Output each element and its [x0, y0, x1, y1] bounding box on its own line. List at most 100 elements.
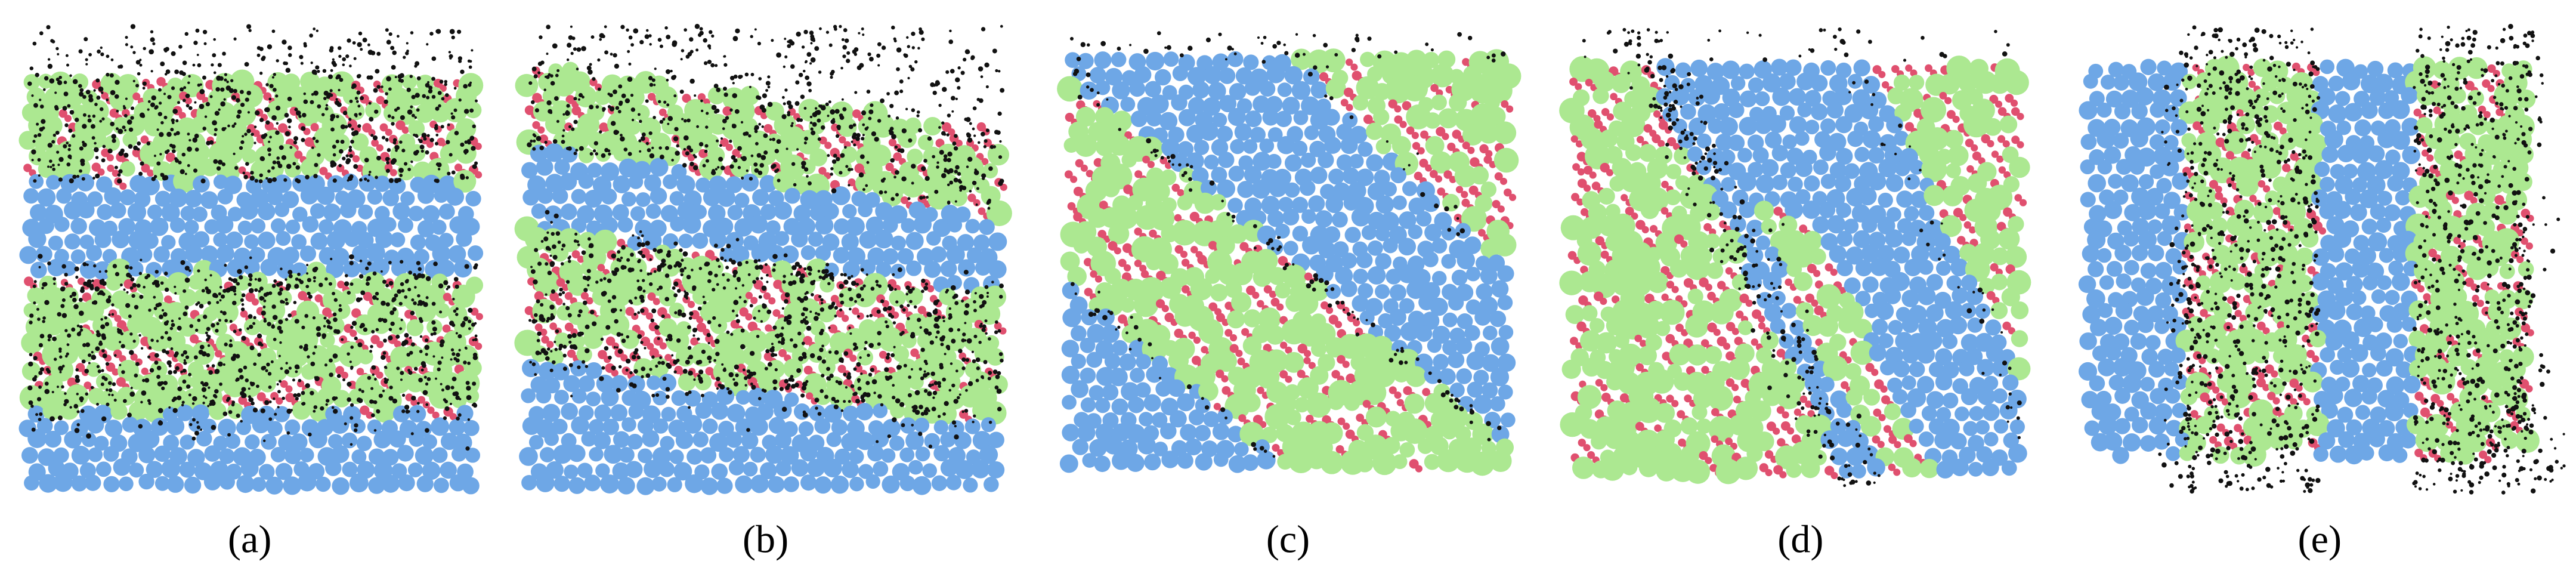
debris: [528, 319, 531, 322]
debris: [702, 295, 705, 298]
debris: [188, 75, 191, 78]
particle: [881, 448, 896, 463]
debris: [285, 67, 290, 73]
debris: [216, 322, 219, 326]
debris: [312, 267, 317, 273]
particle: [143, 400, 166, 423]
debris: [916, 110, 920, 114]
debris: [332, 58, 335, 61]
debris: [32, 377, 37, 382]
debris: [585, 324, 590, 329]
debris: [265, 83, 269, 87]
debris: [273, 88, 277, 92]
particle: [215, 215, 234, 234]
debris: [694, 328, 698, 331]
debris: [159, 132, 164, 137]
debris: [229, 339, 233, 343]
particle: [284, 446, 302, 465]
particle: [368, 477, 385, 494]
debris: [613, 308, 617, 312]
debris: [932, 155, 935, 159]
particle: [391, 463, 407, 479]
debris: [571, 333, 577, 338]
debris: [333, 317, 338, 322]
debris: [899, 402, 905, 408]
particle: [104, 135, 120, 152]
debris: [224, 264, 227, 267]
debris: [130, 277, 135, 282]
debris: [342, 63, 345, 66]
debris: [254, 288, 258, 292]
particle: [465, 448, 481, 463]
debris: [628, 62, 632, 66]
debris: [718, 265, 721, 269]
debris: [601, 366, 605, 370]
particle: [600, 474, 619, 493]
particle: [173, 169, 196, 193]
debris: [57, 415, 63, 421]
debris: [723, 92, 728, 97]
particle: [36, 418, 53, 434]
debris: [202, 75, 206, 80]
debris: [72, 174, 77, 179]
particle: [258, 464, 275, 480]
particle: [270, 447, 286, 462]
debris: [259, 295, 264, 301]
debris: [359, 178, 363, 182]
debris: [118, 169, 123, 174]
debris: [196, 421, 199, 424]
debris: [566, 104, 570, 108]
debris: [868, 109, 874, 115]
particle: [86, 416, 104, 434]
debris: [159, 420, 162, 423]
particle: [146, 461, 163, 479]
debris: [52, 337, 57, 341]
debris: [357, 342, 363, 347]
debris: [618, 365, 622, 369]
debris: [948, 41, 952, 44]
debris: [248, 273, 253, 278]
debris: [884, 190, 887, 194]
debris: [381, 135, 386, 140]
debris: [390, 159, 396, 165]
debris: [329, 358, 333, 363]
debris: [684, 28, 687, 32]
particle: [365, 102, 382, 119]
debris: [876, 53, 881, 58]
debris: [665, 338, 669, 341]
debris: [673, 136, 679, 141]
debris: [63, 403, 67, 406]
debris: [546, 231, 549, 235]
debris: [259, 118, 264, 122]
debris: [401, 149, 406, 153]
debris: [812, 279, 816, 283]
debris: [424, 338, 429, 343]
particle: [933, 445, 950, 462]
particle: [310, 203, 326, 219]
debris: [474, 322, 477, 325]
debris: [571, 127, 575, 131]
debris: [153, 307, 157, 310]
debris: [137, 72, 141, 76]
debris: [50, 165, 52, 169]
particle: [521, 388, 536, 403]
debris: [416, 261, 420, 266]
debris: [403, 55, 406, 59]
debris: [316, 332, 321, 337]
particle: [865, 474, 880, 489]
debris: [276, 156, 280, 160]
debris: [85, 392, 89, 396]
particle: [793, 403, 811, 420]
debris: [61, 298, 66, 303]
debris: [233, 329, 237, 334]
debris: [68, 144, 72, 147]
debris: [232, 278, 238, 283]
debris: [599, 278, 603, 282]
debris: [39, 31, 44, 36]
debris: [790, 41, 795, 46]
debris: [604, 50, 609, 55]
particle: [768, 297, 776, 305]
debris: [611, 295, 617, 300]
debris: [673, 281, 679, 286]
debris: [447, 123, 450, 127]
